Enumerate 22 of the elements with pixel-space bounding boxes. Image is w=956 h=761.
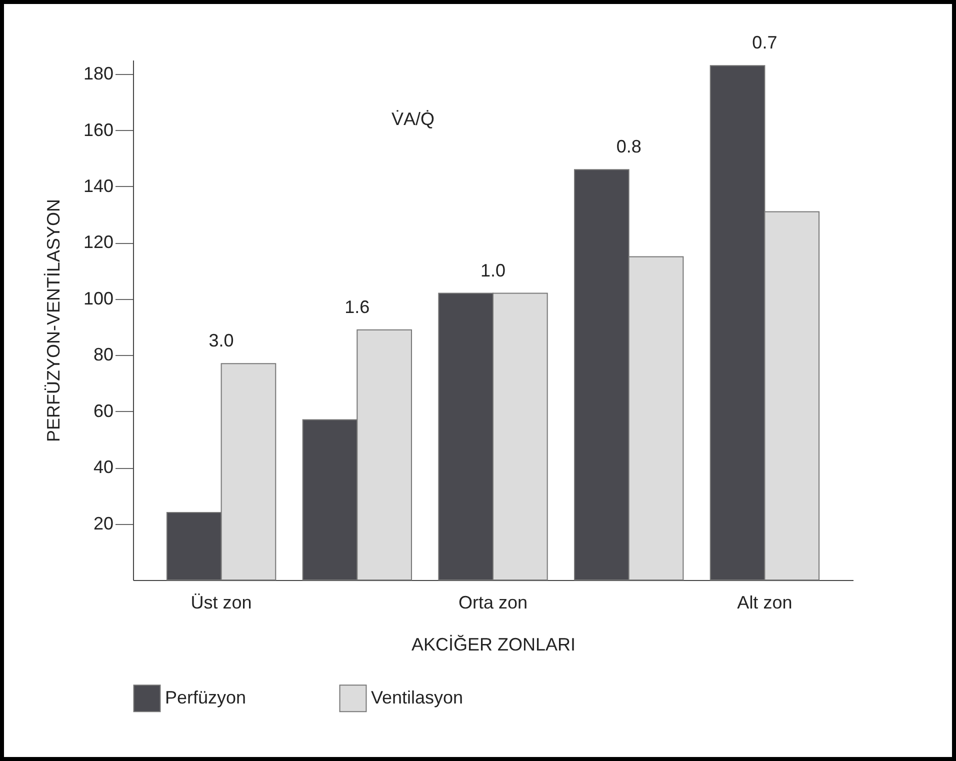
y-axis-title: PERFÜZYON-VENTİLASYON — [43, 198, 64, 442]
x-axis-title: AKCİĞER ZONLARI — [411, 634, 576, 654]
y-tick-label: 100 — [83, 288, 114, 308]
annotation: 3.0 — [208, 330, 234, 351]
x-tick-label: Alt zon — [737, 592, 792, 612]
y-tick-label: 20 — [93, 513, 114, 534]
x-tick-label: Üst zon — [190, 592, 252, 612]
y-tick-label: 180 — [83, 64, 114, 84]
annotation: V̇A/Q̇ — [391, 109, 435, 129]
y-tick-label: 160 — [83, 120, 114, 140]
y-tick-label: 140 — [83, 176, 114, 196]
annotation: 0.8 — [616, 136, 642, 157]
annotation: 1.0 — [480, 260, 506, 280]
y-tick-label: 40 — [93, 457, 114, 478]
y-tick-label: 60 — [93, 400, 114, 421]
annotation: 1.6 — [344, 296, 370, 317]
x-tick-label: Orta zon — [458, 592, 528, 612]
y-tick-label: 80 — [93, 344, 114, 365]
y-tick-label: 120 — [83, 232, 114, 252]
legend-label: Ventilasyon — [371, 687, 464, 708]
annotation: 0.7 — [752, 32, 778, 53]
legend-label: Perfüzyon — [165, 687, 246, 708]
